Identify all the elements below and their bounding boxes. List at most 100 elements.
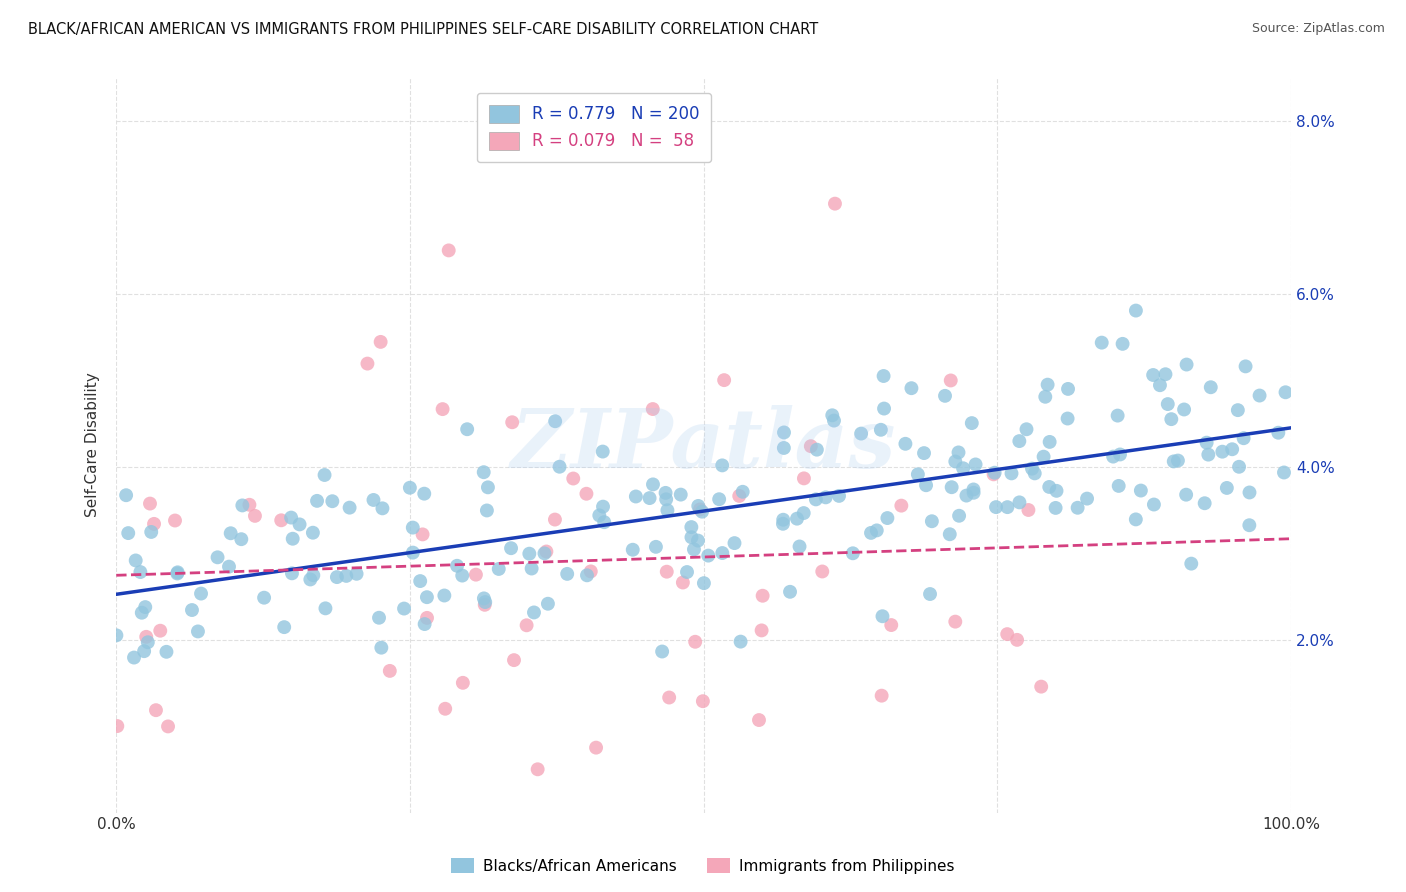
Point (588, 508, 610, 523)
Point (962, 483, 984, 497)
Point (952, 461, 974, 475)
Point (231, 499, 253, 513)
Point (1032, 450, 1054, 464)
Point (548, 459, 571, 474)
Point (370, 640, 392, 655)
Point (1249, 388, 1271, 402)
Point (537, 597, 560, 611)
Point (1076, 491, 1098, 506)
Point (115, 488, 138, 502)
Point (1015, 422, 1038, 436)
Point (676, 565, 699, 579)
Point (824, 196, 846, 211)
Point (907, 467, 929, 482)
Point (823, 414, 845, 428)
Point (1057, 382, 1080, 396)
Point (693, 576, 716, 591)
Point (1033, 390, 1056, 404)
Point (1195, 435, 1218, 450)
Point (866, 524, 889, 538)
Point (517, 547, 540, 561)
Point (145, 703, 167, 717)
Point (299, 573, 322, 587)
Point (638, 491, 661, 505)
Point (281, 566, 304, 581)
Point (474, 595, 496, 609)
Point (842, 546, 865, 560)
Point (135, 630, 157, 644)
Point (641, 477, 664, 491)
Point (536, 544, 558, 558)
Point (806, 442, 828, 457)
Point (433, 589, 456, 603)
Point (658, 690, 681, 705)
Point (363, 492, 385, 507)
Point (434, 702, 457, 716)
Point (575, 568, 598, 582)
Point (681, 520, 703, 534)
Point (655, 565, 678, 579)
Point (575, 487, 598, 501)
Point (163, 514, 186, 528)
Point (872, 609, 894, 624)
Point (1233, 431, 1256, 445)
Point (125, 553, 148, 567)
Point (983, 467, 1005, 482)
Point (157, 719, 180, 733)
Point (155, 645, 177, 659)
Point (592, 500, 614, 514)
Point (129, 565, 152, 579)
Point (748, 713, 770, 727)
Point (105, 719, 128, 733)
Point (1024, 467, 1046, 481)
Point (1194, 496, 1216, 510)
Point (456, 422, 478, 436)
Point (335, 569, 357, 583)
Point (238, 498, 260, 512)
Point (1175, 358, 1198, 372)
Point (1157, 397, 1180, 411)
Point (562, 471, 585, 485)
Point (1267, 425, 1289, 440)
Point (270, 513, 292, 527)
Point (501, 415, 523, 429)
Point (984, 500, 1007, 515)
Point (804, 492, 827, 507)
Point (488, 562, 510, 576)
Point (446, 558, 468, 573)
Y-axis label: Self-Care Disability: Self-Care Disability (86, 373, 100, 517)
Text: Source: ZipAtlas.com: Source: ZipAtlas.com (1251, 22, 1385, 36)
Point (921, 514, 943, 528)
Point (641, 402, 664, 417)
Point (689, 502, 711, 516)
Point (1021, 461, 1043, 475)
Point (697, 549, 720, 563)
Point (1199, 380, 1222, 394)
Point (873, 401, 896, 416)
Point (143, 516, 166, 531)
Point (371, 501, 394, 516)
Point (900, 381, 922, 395)
Point (412, 527, 434, 541)
Point (1125, 303, 1147, 318)
Point (681, 530, 703, 544)
Point (526, 762, 548, 776)
Point (793, 471, 815, 485)
Point (432, 402, 454, 417)
Point (122, 650, 145, 665)
Point (918, 587, 941, 601)
Point (402, 546, 425, 560)
Point (520, 561, 543, 575)
Point (692, 694, 714, 708)
Point (190, 586, 212, 600)
Point (231, 532, 253, 546)
Point (544, 512, 567, 526)
Point (368, 611, 391, 625)
Point (477, 480, 499, 494)
Point (166, 566, 188, 581)
Point (1111, 336, 1133, 351)
Point (1239, 485, 1261, 500)
Point (149, 624, 172, 638)
Point (995, 627, 1018, 641)
Point (723, 536, 745, 550)
